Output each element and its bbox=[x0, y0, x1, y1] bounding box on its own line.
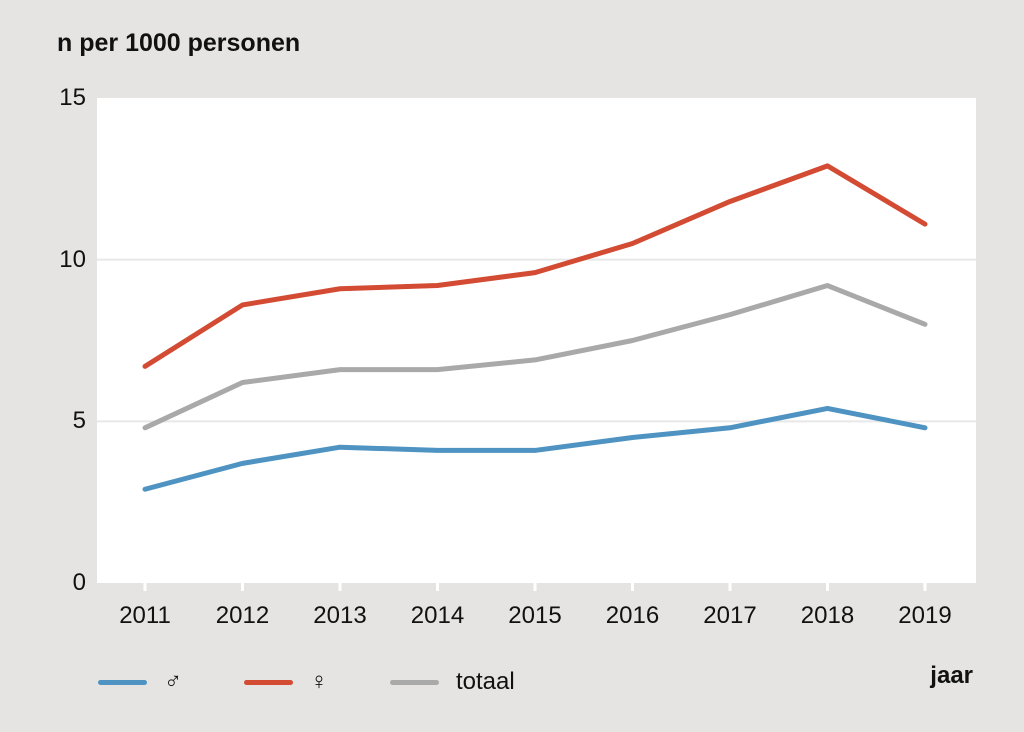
x-tick-label: 2016 bbox=[605, 602, 660, 629]
y-tick-label: 10 bbox=[59, 245, 86, 273]
x-tick-label: 2011 bbox=[119, 602, 171, 629]
legend-label-male: ♂ bbox=[164, 668, 182, 695]
legend-swatch-female bbox=[244, 679, 293, 685]
plot-area bbox=[97, 98, 976, 591]
y-tick-label: 5 bbox=[72, 407, 86, 435]
legend-item-male: ♂ bbox=[98, 668, 182, 696]
x-tick-label: 2012 bbox=[215, 602, 270, 629]
x-tick-label: 2019 bbox=[898, 602, 952, 629]
legend-item-total: totaal bbox=[390, 668, 515, 696]
x-tick-label: 2017 bbox=[703, 602, 757, 629]
line-chart-canvas bbox=[97, 163, 976, 591]
series-line-male bbox=[142, 405, 928, 492]
x-tick-label: 2013 bbox=[313, 602, 367, 629]
legend: ♂ ♀ totaal bbox=[98, 666, 515, 698]
x-tick-label: 2014 bbox=[410, 602, 465, 629]
legend-label-female: ♀ bbox=[310, 668, 328, 695]
y-tick-label: 15 bbox=[59, 84, 86, 111]
chart-title: n per 1000 personen bbox=[57, 29, 301, 57]
y-tick-label: 0 bbox=[72, 569, 86, 596]
legend-label-total: totaal bbox=[456, 668, 515, 695]
x-axis-title: jaar bbox=[930, 662, 973, 689]
legend-item-female: ♀ bbox=[244, 668, 328, 696]
x-tick-label: 2015 bbox=[508, 602, 562, 629]
series-line-total bbox=[142, 283, 928, 431]
legend-swatch-male bbox=[98, 679, 147, 685]
x-tick-label: 2018 bbox=[800, 602, 855, 629]
legend-swatch-total bbox=[390, 679, 439, 685]
series-line-female bbox=[142, 163, 928, 369]
